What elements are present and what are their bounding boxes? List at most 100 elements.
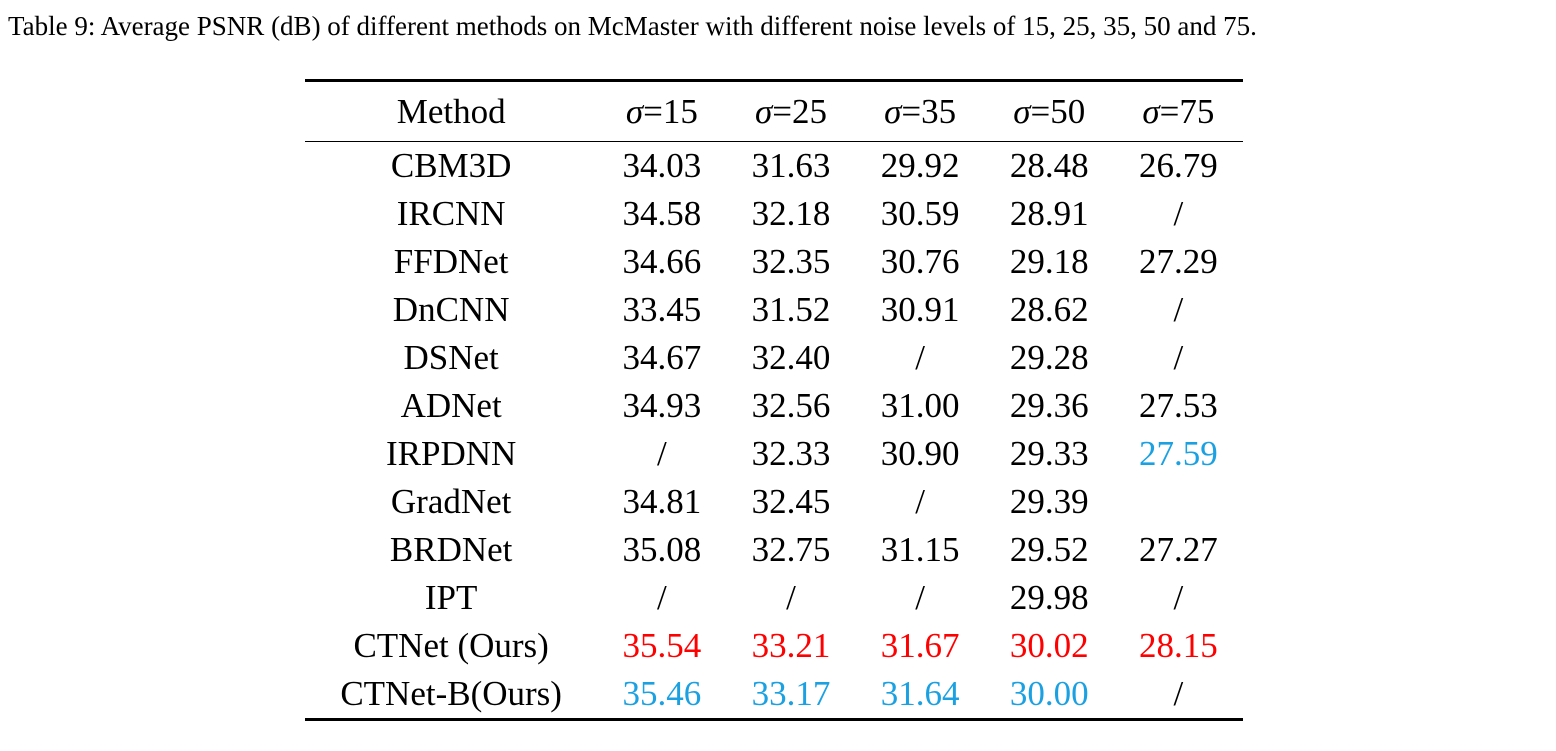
header-sigma-25: σ=25 [726, 82, 855, 141]
table-row: IRCNN 34.58 32.18 30.59 28.91 / [305, 190, 1243, 238]
value-cell: 32.40 [751, 338, 831, 377]
value-cell: 29.36 [1009, 386, 1089, 425]
table-row: IPT / / / 29.98 / [305, 574, 1243, 622]
value-cell-best: 33.21 [751, 626, 831, 665]
header-level: =15 [643, 91, 698, 131]
sigma-symbol: σ [625, 91, 644, 131]
header-level: =50 [1030, 91, 1086, 131]
bottom-rule [305, 718, 1243, 721]
header-sigma-35: σ=35 [856, 82, 985, 141]
value-cell [1114, 478, 1243, 526]
header-sigma-75: σ=75 [1114, 82, 1243, 141]
method-cell: BRDNet [389, 530, 513, 569]
header-level: =35 [901, 91, 957, 131]
value-cell-best: 30.02 [1009, 626, 1089, 665]
value-cell: 28.91 [1009, 194, 1089, 233]
value-cell-best: 31.67 [880, 626, 960, 665]
value-cell: 32.35 [751, 242, 831, 281]
table-row: BRDNet 35.08 32.75 31.15 29.52 27.27 [305, 526, 1243, 574]
value-cell: 34.58 [622, 194, 702, 233]
value-cell: 33.45 [622, 290, 702, 329]
table-row: DnCNN 33.45 31.52 30.91 28.62 / [305, 286, 1243, 334]
value-cell: 27.29 [1139, 242, 1218, 281]
value-cell: 30.90 [880, 434, 960, 473]
table-row: DSNet 34.67 32.40 / 29.28 / [305, 334, 1243, 382]
value-cell: 30.91 [880, 290, 960, 329]
table-row: ADNet 34.93 32.56 31.00 29.36 27.53 [305, 382, 1243, 430]
value-cell-second-best: 30.00 [1009, 674, 1089, 713]
method-cell: DSNet [403, 338, 499, 377]
value-cell: 32.18 [751, 194, 831, 233]
value-cell: 30.76 [880, 242, 960, 281]
value-cell: 28.48 [1009, 146, 1089, 185]
top-rule [305, 79, 1243, 82]
psnr-table-body: CBM3D 34.03 31.63 29.92 28.48 26.79 IRCN… [305, 142, 1243, 718]
value-cell-second-best: 33.17 [751, 674, 831, 713]
value-cell: / [1173, 338, 1184, 377]
value-cell-second-best: 35.46 [622, 674, 702, 713]
header-sigma-15: σ=15 [597, 82, 726, 141]
method-cell: CTNet (Ours) [353, 626, 549, 665]
value-cell: 30.59 [880, 194, 960, 233]
sigma-symbol: σ [754, 91, 773, 131]
table-row: CTNet-B(Ours) 35.46 33.17 31.64 30.00 / [305, 670, 1243, 718]
table-row: GradNet 34.81 32.45 / 29.39 [305, 478, 1243, 526]
psnr-table: Method σ=15 σ=25 σ=35 σ=50 σ=75 [305, 82, 1243, 141]
header-sigma-50: σ=50 [985, 82, 1114, 141]
value-cell: 29.18 [1009, 242, 1089, 281]
value-cell: 29.92 [880, 146, 960, 185]
method-cell: IRPDNN [386, 434, 517, 473]
value-cell: 34.03 [622, 146, 702, 185]
value-cell: 32.33 [751, 434, 831, 473]
value-cell-second-best: 27.59 [1139, 434, 1218, 473]
table-row: CTNet (Ours) 35.54 33.21 31.67 30.02 28.… [305, 622, 1243, 670]
value-cell: 31.15 [880, 530, 960, 569]
value-cell: / [656, 578, 667, 617]
method-cell: ADNet [400, 386, 502, 425]
value-cell: 31.00 [880, 386, 960, 425]
value-cell: 34.81 [622, 482, 702, 521]
value-cell: / [1173, 674, 1184, 713]
value-cell-best: 35.54 [622, 626, 702, 665]
sigma-symbol: σ [884, 91, 902, 131]
value-cell: 29.52 [1009, 530, 1089, 569]
value-cell: / [656, 434, 667, 473]
header-method: Method [396, 91, 506, 131]
value-cell-best: 28.15 [1139, 626, 1218, 665]
value-cell: 27.53 [1139, 386, 1218, 425]
method-cell: CTNet-B(Ours) [340, 674, 562, 713]
header-level: =25 [772, 91, 827, 131]
value-cell: 26.79 [1139, 146, 1218, 185]
value-cell: 32.75 [751, 530, 831, 569]
value-cell: / [1173, 290, 1184, 329]
value-cell: 29.28 [1009, 338, 1089, 377]
value-cell: / [1173, 578, 1184, 617]
header-rule [305, 141, 1243, 142]
value-cell: / [915, 482, 925, 521]
value-cell-second-best: 31.64 [880, 674, 960, 713]
value-cell: / [786, 578, 796, 617]
header-level: =75 [1159, 91, 1215, 131]
value-cell: 31.52 [751, 290, 831, 329]
value-cell: 29.98 [1009, 578, 1089, 617]
value-cell: 32.56 [751, 386, 831, 425]
value-cell: 29.33 [1009, 434, 1089, 473]
value-cell: 27.27 [1139, 530, 1218, 569]
value-cell: 31.63 [751, 146, 831, 185]
value-cell: / [915, 338, 925, 377]
psnr-table-container: Method σ=15 σ=25 σ=35 σ=50 σ=75 CBM3D 34… [305, 79, 1243, 721]
method-cell: CBM3D [390, 146, 512, 185]
sigma-symbol: σ [1142, 91, 1160, 131]
value-cell: 29.39 [1009, 482, 1089, 521]
sigma-symbol: σ [1013, 91, 1031, 131]
table-row: CBM3D 34.03 31.63 29.92 28.48 26.79 [305, 142, 1243, 190]
method-cell: IPT [424, 578, 478, 617]
value-cell: 35.08 [622, 530, 702, 569]
value-cell: 28.62 [1009, 290, 1089, 329]
value-cell: 34.66 [622, 242, 702, 281]
table-row: FFDNet 34.66 32.35 30.76 29.18 27.29 [305, 238, 1243, 286]
value-cell: 32.45 [751, 482, 831, 521]
value-cell: 34.67 [622, 338, 702, 377]
method-cell: GradNet [390, 482, 512, 521]
value-cell: 34.93 [622, 386, 702, 425]
